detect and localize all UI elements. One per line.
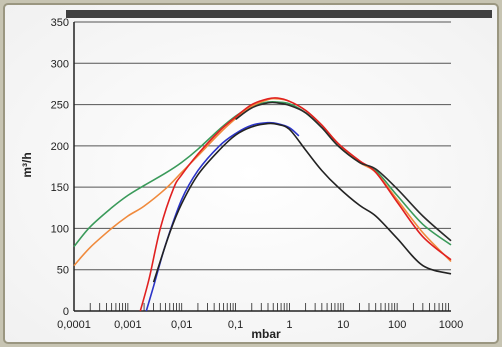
x-tick-label: 1000 [439, 319, 463, 331]
y-tick-label: 0 [63, 306, 69, 318]
x-tick-labels: 0,0001 0,001 0,01 0,1 1 10 100 1000 [57, 319, 463, 331]
y-tick-label: 50 [57, 265, 69, 277]
series-lines [73, 96, 452, 312]
x-tick-label: 1 [286, 319, 292, 331]
x-tick-label: 0,0001 [57, 319, 91, 331]
y-tick-label: 200 [51, 141, 69, 153]
y-tick-label: 350 [51, 17, 69, 29]
y-tick-label: 300 [51, 58, 69, 70]
y-tick-label: 100 [51, 223, 69, 235]
series-line-2 [73, 97, 452, 267]
x-tick-label: 10 [337, 319, 349, 331]
y-tick-label: 150 [51, 182, 69, 194]
axes [73, 22, 451, 312]
series-line-6 [235, 101, 452, 242]
x-tick-label: 0,1 [228, 319, 243, 331]
x-tick-label: 100 [388, 319, 406, 331]
x-axis-title: mbar [251, 327, 281, 341]
y-axis-title: m³/h [20, 152, 34, 177]
chart-background [3, 3, 499, 344]
x-tick-label: 0,01 [171, 319, 192, 331]
y-tick-labels: 0 50 100 150 200 250 300 350 [51, 17, 69, 318]
x-tick-label: 0,001 [114, 319, 142, 331]
x-minor-ticks [73, 303, 449, 311]
series-line-3 [139, 96, 452, 312]
header-bar [66, 10, 492, 18]
series-line-5 [152, 122, 452, 283]
y-tick-label: 250 [51, 100, 69, 112]
